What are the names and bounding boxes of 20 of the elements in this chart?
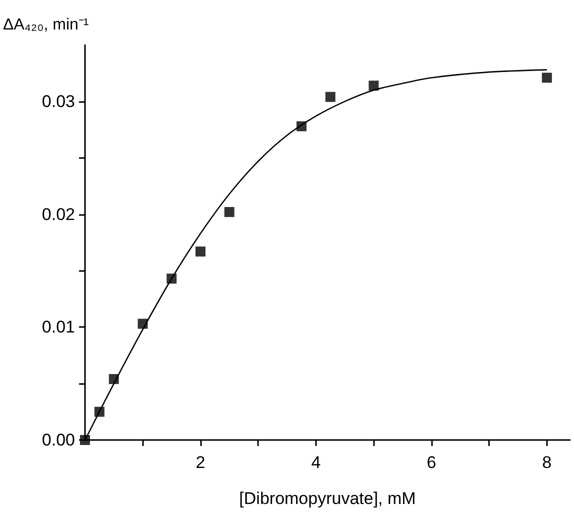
y-axis-title: ΔA₄₂₀, min⁻¹ xyxy=(3,16,89,34)
point xyxy=(166,274,177,284)
x-tick-label: 2 xyxy=(196,453,206,472)
x-tick-label: 4 xyxy=(311,453,321,472)
x-axis-title: [Dibromopyruvate], mM xyxy=(239,489,416,508)
y-tick-label: 0.02 xyxy=(42,204,75,224)
text: 0.00 xyxy=(42,430,75,450)
point xyxy=(296,121,307,132)
x-tick-label: 6 xyxy=(426,453,436,472)
point xyxy=(368,80,379,91)
point xyxy=(108,374,119,384)
x-tick-label: 8 xyxy=(542,453,552,472)
point xyxy=(138,318,148,329)
point xyxy=(542,72,552,83)
point xyxy=(94,406,104,417)
point xyxy=(195,246,206,257)
point xyxy=(325,92,336,102)
y-tick-label: 0.03 xyxy=(42,92,75,111)
y-tick-label: 0.01 xyxy=(42,318,75,337)
point xyxy=(224,207,234,218)
